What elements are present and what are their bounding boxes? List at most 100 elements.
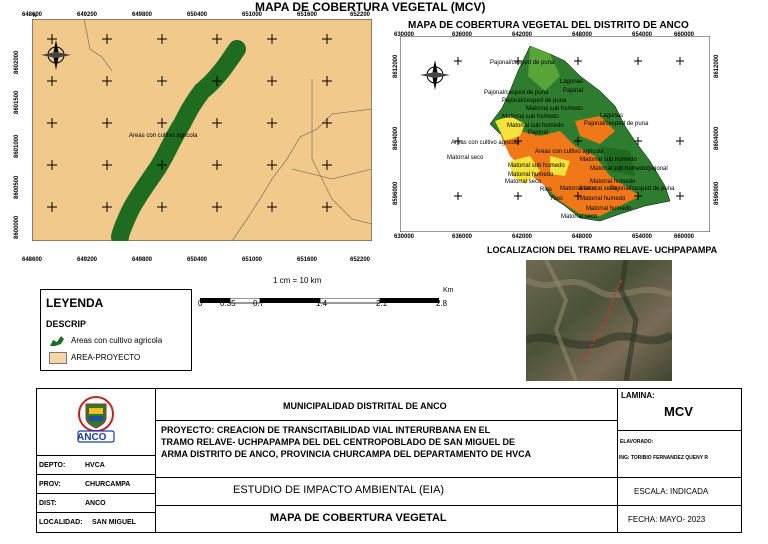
legend-subtitle: DESCRIP	[46, 319, 87, 329]
right-compass-rose-icon	[418, 58, 452, 92]
right-map-label: Matorral humedo	[590, 179, 636, 185]
right-map-title: MAPA DE COBERTURA VEGETAL DEL DISTRITO D…	[408, 20, 689, 31]
tick-label: 8601000	[14, 134, 20, 158]
scale-unit: Km	[443, 287, 454, 294]
project-line-2: TRAMO RELAVE- UCHPAPAMPA DEL DEL CENTROP…	[161, 437, 516, 447]
tick-label: 8596000	[714, 181, 720, 205]
right-map-label: Pajonal/cesped de puna	[584, 121, 649, 127]
depto-value: HVCA	[85, 462, 105, 469]
right-map-label: Pajonal/cesped de puna	[484, 90, 549, 96]
right-map-label: Matorral seco	[560, 186, 597, 192]
scale-tick: 0.7	[253, 299, 265, 308]
fecha: FECHA: MAYO- 2023	[628, 515, 706, 524]
tick-label: 630000	[394, 234, 415, 240]
legend-item-cultivation: Areas con cultivo agricola	[71, 336, 163, 345]
project-line-1: PROYECTO: CREACION DE TRANSCITABILIDAD V…	[161, 425, 491, 435]
right-map-label: Lagunas	[560, 79, 584, 85]
tick-label: 8612000	[714, 54, 720, 78]
right-map-label: Matorral seco	[580, 186, 617, 192]
dist-label: DIST:	[39, 500, 57, 507]
scale-tick: 0	[198, 299, 203, 308]
tick-label: 649200	[77, 12, 98, 18]
tick-label: 8604000	[393, 126, 399, 150]
legend-title: LEYENDA	[46, 296, 104, 310]
cultivation-swatch-icon	[49, 334, 65, 346]
tick-label: 642000	[512, 32, 533, 38]
tick-label: 642000	[512, 234, 533, 240]
grid-crosses	[47, 34, 332, 212]
right-map[interactable]	[399, 35, 711, 233]
elaborado-value: ING: TORIBIO FERNANDEZ QUENY R	[619, 455, 708, 461]
tick-label: 648600	[22, 12, 43, 18]
right-map-label: Matorral sub humedo	[502, 114, 559, 120]
title-block	[36, 388, 742, 533]
municipality-name: MUNICIPALIDAD DISTRITAL DE ANCO	[283, 401, 447, 411]
tick-label: 648000	[572, 32, 593, 38]
right-map-label: Areas con cultivo agricola	[535, 149, 604, 155]
scale-ratio: 1 cm = 10 km	[273, 276, 322, 285]
tick-label: 636000	[452, 32, 473, 38]
right-map-label: Pajonal	[563, 88, 584, 94]
tick-label: 660000	[674, 32, 695, 38]
tick-label: 8604000	[714, 126, 720, 150]
project-line-3: ARMA DISTRITO DE ANCO, PROVINCIA CHURCAM…	[161, 449, 532, 459]
tick-label: 649800	[132, 257, 153, 263]
legend: LEYENDA DESCRIP Areas con cultivo agrico…	[40, 289, 192, 371]
localidad-label: LOCALIDAD:	[39, 519, 83, 526]
right-map-label: Matorral sub humedo	[508, 163, 565, 169]
location-satellite-image	[524, 259, 674, 382]
right-map-label: Matorral sub humedo	[580, 157, 637, 163]
scale-tick: 2.8	[436, 299, 448, 308]
right-map-label: Pajonal/cesped de puna	[490, 60, 555, 66]
right-map-label: Matorral sub humedo	[507, 123, 564, 129]
legend-item-project-area: AREA-PROYECTO	[71, 353, 141, 362]
right-map-label: Matorral humedo	[586, 206, 632, 212]
tick-label: 652200	[350, 257, 371, 263]
tick-label: 654000	[632, 32, 653, 38]
tick-label: 8600500	[14, 175, 20, 199]
escala: ESCALA: INDICADA	[634, 487, 709, 496]
right-map-label: Rios	[551, 196, 564, 202]
lamina-value: MCV	[664, 404, 693, 419]
prov-label: PROV:	[39, 481, 61, 488]
scale-tick: 1.4	[316, 299, 328, 308]
study-title: ESTUDIO DE IMPACTO AMBIENTAL (EIA)	[233, 484, 445, 496]
tick-label: 649800	[132, 12, 153, 18]
right-map-label: Pajonal/cesped de puna	[502, 98, 567, 104]
right-map-label: Pajonal	[528, 130, 549, 136]
tick-label: 650400	[187, 257, 208, 263]
tick-label: 651600	[297, 257, 318, 263]
right-map-label: Areas con cultivo agricola	[451, 140, 520, 146]
tick-label: 651000	[242, 257, 263, 263]
right-map-canvas	[399, 35, 711, 233]
location-title: LOCALIZACION DEL TRAMO RELAVE- UCHPAPAMP…	[487, 245, 718, 255]
right-map-label: Matorral humedo	[508, 172, 554, 178]
tick-label: 649200	[77, 257, 98, 263]
scale-tick: 2.1	[376, 299, 388, 308]
tick-label: 651600	[297, 12, 318, 18]
depto-label: DEPTO:	[39, 462, 66, 469]
left-map-label: Areas con cultivo agricola	[129, 133, 198, 139]
localidad-value: SAN MIGUEL	[92, 519, 136, 526]
logo-text: ANCO	[77, 432, 107, 443]
tick-label: 8596000	[393, 181, 399, 205]
left-compass-n: N	[33, 13, 37, 19]
main-title: MAPA DE COBERTURA VEGETAL (MCV)	[255, 0, 486, 14]
left-map[interactable]: Areas con cultivo agricola	[31, 18, 373, 246]
right-map-label: Matorral seco	[447, 155, 484, 161]
tick-label: 648000	[572, 234, 593, 240]
municipality-logo-icon	[72, 394, 120, 444]
tick-label: 652200	[350, 12, 371, 18]
compass-rose-icon	[38, 37, 74, 73]
tick-label: 650400	[187, 12, 208, 18]
right-map-label: Pajonal/cesped de puna	[610, 186, 675, 192]
tick-label: 660000	[674, 234, 695, 240]
tick-label: 654000	[632, 234, 653, 240]
prov-value: CHURCAMPA	[85, 481, 131, 488]
scale-bar	[200, 291, 440, 304]
right-map-label: Lagunas	[600, 113, 624, 119]
tick-label: 630000	[394, 32, 415, 38]
right-map-label: Matorral seco	[561, 214, 598, 220]
tick-label: 636000	[452, 234, 473, 240]
tick-label: 8612000	[393, 54, 399, 78]
